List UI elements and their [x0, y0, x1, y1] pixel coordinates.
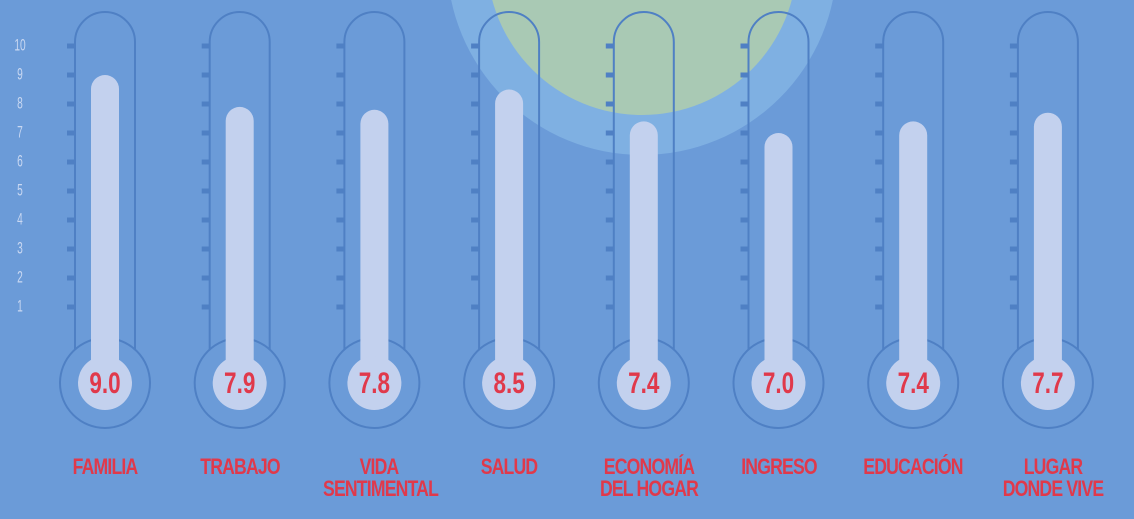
category-label: VIDA SENTIMENTAL [323, 454, 439, 501]
category-label: EDUCACIÓN [863, 454, 963, 479]
category-label: FAMILIA [72, 454, 139, 479]
bulb-fill [1020, 356, 1075, 410]
y-tick-label: 5 [17, 180, 23, 199]
thermometer-fill [360, 109, 389, 384]
category-label: INGRESO [740, 454, 817, 479]
thermometer-outline [478, 11, 541, 350]
y-tick-label: 7 [17, 122, 23, 141]
thermometer-fill [629, 121, 658, 384]
value-label: 7.4 [628, 366, 659, 400]
thermometer-outline [612, 11, 675, 350]
y-tick-label: 8 [17, 93, 23, 112]
thermometer-fill [1033, 112, 1062, 383]
y-tick-label: 1 [17, 296, 23, 315]
category-label: TRABAJO [199, 454, 280, 479]
thermometer-fill [764, 133, 793, 383]
bulb-fill [616, 356, 671, 410]
value-label: 7.7 [1032, 366, 1063, 400]
thermometer-fill [495, 89, 524, 383]
thermometer-outline [74, 11, 136, 350]
thermometer-fill [91, 75, 119, 383]
thermometer-fill [225, 106, 254, 384]
thermometer-outline [343, 11, 406, 350]
value-label: 8.5 [493, 366, 524, 400]
category-label: ECONOMÍA DEL HOGAR [599, 454, 699, 501]
y-tick-label: 3 [17, 238, 23, 257]
y-tick-label: 4 [17, 209, 23, 228]
thermometer-outline [1016, 11, 1079, 350]
value-label: 9.0 [89, 366, 120, 400]
bulb-fill [751, 356, 806, 410]
y-tick-label: 9 [17, 64, 23, 83]
bulb-fill [482, 356, 537, 410]
thermometer-outline [208, 11, 271, 350]
bulb-fill [347, 356, 402, 410]
thermometer-fill [899, 121, 928, 384]
bulb-fill [212, 356, 267, 410]
category-label: LUGAR DONDE VIVE [1002, 454, 1104, 501]
decor-circle-inner [492, 0, 792, 115]
value-label: 7.0 [763, 366, 794, 400]
y-tick-label: 10 [14, 35, 25, 54]
thermometer-outline [882, 11, 945, 350]
value-label: 7.9 [224, 366, 255, 400]
category-label: SALUD [480, 454, 538, 479]
bulb-fill [886, 356, 941, 410]
bulb-fill [78, 356, 132, 410]
y-tick-label: 6 [17, 151, 23, 170]
value-label: 7.4 [898, 366, 929, 400]
value-label: 7.8 [359, 366, 390, 400]
y-tick-label: 2 [17, 267, 23, 286]
thermometer-outline [747, 11, 810, 350]
